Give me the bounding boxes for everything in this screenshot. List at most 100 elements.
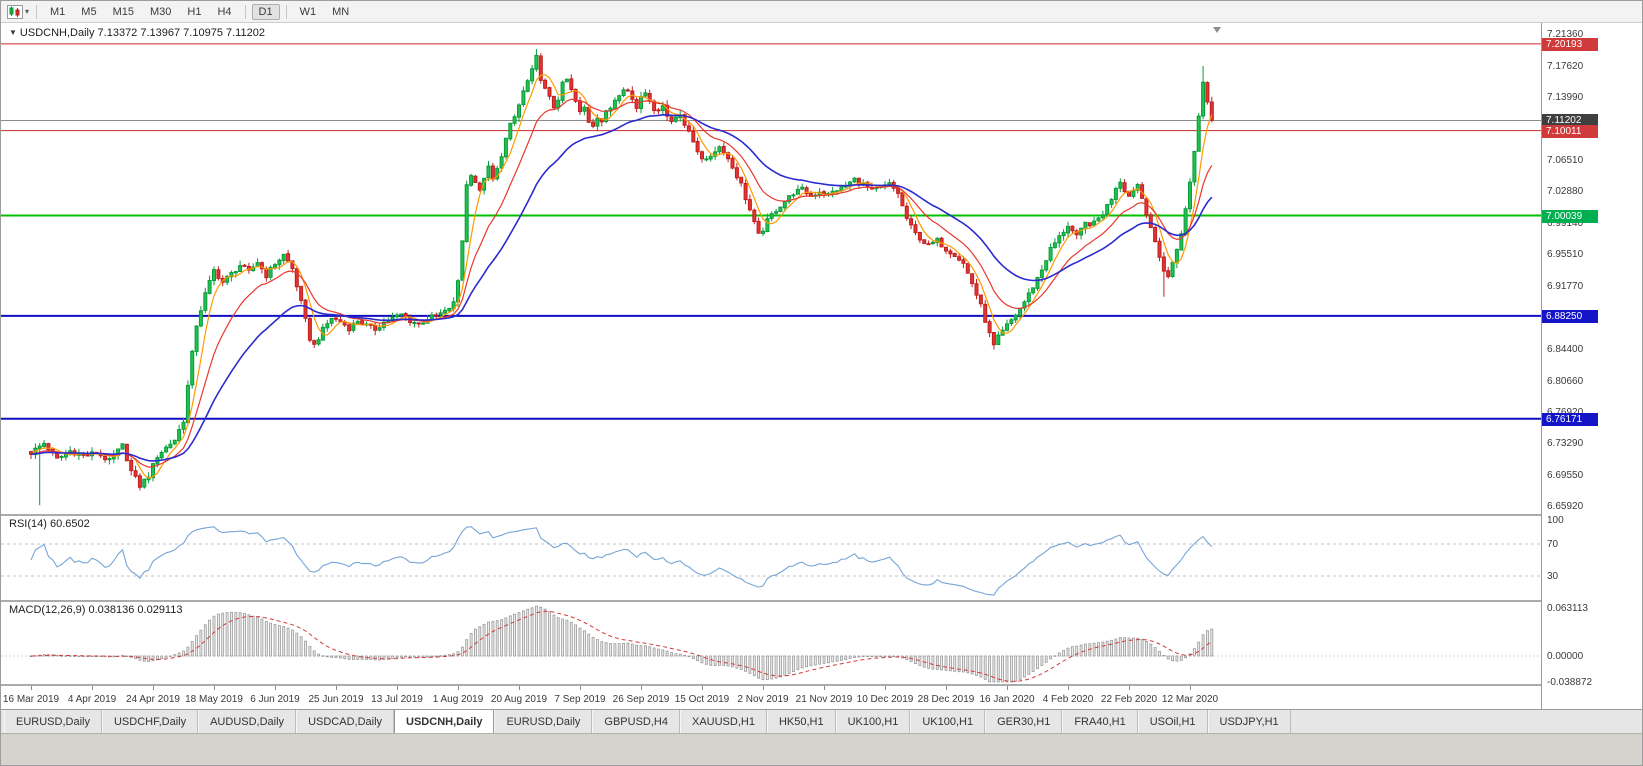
date-label: 16 Jan 2020 xyxy=(979,694,1035,705)
date-tick xyxy=(1007,686,1008,690)
chart-tab-hk50-h1[interactable]: HK50,H1 xyxy=(766,710,836,733)
chart-tab-eurusd-daily[interactable]: EURUSD,Daily xyxy=(4,710,102,733)
price-axis-label: 6.84400 xyxy=(1547,344,1584,355)
date-label: 2 Nov 2019 xyxy=(737,694,789,705)
chart-type-dropdown-caret-icon[interactable]: ▾ xyxy=(25,7,30,16)
toolbar-separator xyxy=(244,4,246,19)
timeframe-button-h1[interactable]: H1 xyxy=(187,5,202,18)
price-axis-label: 7.06510 xyxy=(1547,155,1584,166)
chart-tab-eurusd-daily[interactable]: EURUSD,Daily xyxy=(494,710,593,733)
date-tick xyxy=(946,686,947,690)
macd-axis-label: 0.00000 xyxy=(1547,651,1584,662)
macd-label: MACD(12,26,9) 0.038136 0.029113 xyxy=(9,604,183,616)
chart-tab-ger30-h1[interactable]: GER30,H1 xyxy=(985,710,1063,733)
date-tick xyxy=(336,686,337,690)
chart-tab-fra40-h1[interactable]: FRA40,H1 xyxy=(1062,710,1138,733)
price-axis-label: 6.80660 xyxy=(1547,376,1584,387)
chart-tab-audusd-daily[interactable]: AUDUSD,Daily xyxy=(198,710,297,733)
chart-tab-uk100-h1[interactable]: UK100,H1 xyxy=(835,710,911,733)
date-tick xyxy=(580,686,581,690)
pane-separator-macd[interactable] xyxy=(1,600,1642,602)
rsi-axis-label: 100 xyxy=(1547,515,1564,526)
chart-tab-uk100-h1[interactable]: UK100,H1 xyxy=(910,710,986,733)
time-axis[interactable]: 16 Mar 2019 4 Apr 2019 24 Apr 2019 18 May 2… xyxy=(1,686,1541,709)
date-tick xyxy=(214,686,215,690)
timeframe-button-m1[interactable]: M1 xyxy=(50,5,66,18)
rsi-indicator-canvas[interactable] xyxy=(1,516,1541,600)
date-label: 7 Sep 2019 xyxy=(554,694,606,705)
date-label: 10 Dec 2019 xyxy=(856,694,914,705)
price-axis[interactable]: 7.21360 7.17620 7.13990 7.06510 7.02880 6.991… xyxy=(1541,23,1642,709)
date-tick xyxy=(1129,686,1130,690)
timeframe-button-mn[interactable]: MN xyxy=(332,5,350,18)
main-price-chart-canvas[interactable] xyxy=(1,23,1541,514)
chart-title-ohlc: ▼ USDCNH,Daily 7.13372 7.13967 7.10975 7.… xyxy=(9,27,265,39)
timeframe-button-m30[interactable]: M30 xyxy=(149,5,172,18)
chart-tab-usdchf-daily[interactable]: USDCHF,Daily xyxy=(101,710,199,733)
macd-axis-label: -0.038872 xyxy=(1547,677,1593,688)
timeframe-button-m5[interactable]: M5 xyxy=(81,5,97,18)
rsi-axis-label: 70 xyxy=(1547,539,1559,550)
chart-tab-usdcnh-daily[interactable]: USDCNH,Daily xyxy=(394,710,495,733)
date-label: 4 Apr 2019 xyxy=(67,694,117,705)
price-badge: 7.20193 xyxy=(1542,38,1598,51)
pane-separator-time-axis xyxy=(1,684,1642,686)
price-badge: 7.11202 xyxy=(1542,114,1598,127)
date-tick xyxy=(153,686,154,690)
date-tick xyxy=(824,686,825,690)
date-tick xyxy=(519,686,520,690)
timeframe-button-h4[interactable]: H4 xyxy=(217,5,232,18)
toolbar-separator xyxy=(285,4,287,19)
pane-separator-rsi[interactable] xyxy=(1,514,1642,516)
price-badge: 6.88250 xyxy=(1542,310,1598,323)
date-tick xyxy=(763,686,764,690)
chart-tab-xauusd-h1[interactable]: XAUUSD,H1 xyxy=(679,710,767,733)
chart-shift-marker-icon xyxy=(1213,27,1221,33)
date-label: 22 Feb 2020 xyxy=(1100,694,1158,705)
date-tick xyxy=(397,686,398,690)
price-badge: 6.76171 xyxy=(1542,413,1598,426)
date-label: 4 Feb 2020 xyxy=(1042,694,1094,705)
date-tick xyxy=(885,686,886,690)
date-label: 24 Apr 2019 xyxy=(126,694,180,705)
date-tick xyxy=(458,686,459,690)
date-label: 15 Oct 2019 xyxy=(674,694,730,705)
price-axis-label: 7.17620 xyxy=(1547,61,1584,72)
date-label: 21 Nov 2019 xyxy=(795,694,853,705)
toolbar-separator xyxy=(36,4,38,19)
price-axis-label: 6.65920 xyxy=(1547,501,1584,512)
price-axis-label: 6.76920 xyxy=(1547,407,1583,418)
window-menu-triangle-icon[interactable]: ▼ xyxy=(9,28,17,37)
timeframe-button-m15[interactable]: M15 xyxy=(112,5,134,18)
chart-type-icon[interactable] xyxy=(7,4,23,19)
date-tick xyxy=(702,686,703,690)
date-label: 16 Mar 2019 xyxy=(2,694,60,705)
date-tick xyxy=(92,686,93,690)
price-axis-label: 6.99140 xyxy=(1547,218,1584,229)
date-tick xyxy=(275,686,276,690)
timeframe-button-w1[interactable]: W1 xyxy=(299,5,317,18)
date-tick xyxy=(1068,686,1069,690)
chart-tab-usdjpy-h1[interactable]: USDJPY,H1 xyxy=(1207,710,1291,733)
date-label: 6 Jun 2019 xyxy=(250,694,300,705)
price-axis-label: 7.13990 xyxy=(1547,92,1584,103)
date-label: 28 Dec 2019 xyxy=(917,694,975,705)
rsi-axis-label: 30 xyxy=(1547,571,1559,582)
timeframe-buttons-group: M1 M5 M15 M30 H1 H4 D1 W1 MN xyxy=(42,3,357,20)
chart-tab-gbpusd-h4[interactable]: GBPUSD,H4 xyxy=(592,710,680,733)
price-axis-label: 6.95510 xyxy=(1547,249,1584,260)
date-tick xyxy=(31,686,32,690)
timeframe-button-d1[interactable]: D1 xyxy=(251,3,280,20)
chart-tab-usdcad-daily[interactable]: USDCAD,Daily xyxy=(296,710,395,733)
date-label: 20 Aug 2019 xyxy=(490,694,548,705)
chart-window: ▼ USDCNH,Daily 7.13372 7.13967 7.10975 7.… xyxy=(1,23,1642,709)
timeframe-toolbar: ▾ M1 M5 M15 M30 H1 H4 D1 W1 MN xyxy=(1,1,1642,23)
macd-indicator-canvas[interactable] xyxy=(1,602,1541,684)
price-axis-label: 7.21360 xyxy=(1547,29,1584,40)
rsi-label: RSI(14) 60.6502 xyxy=(9,518,90,530)
date-label: 26 Sep 2019 xyxy=(612,694,670,705)
date-tick xyxy=(641,686,642,690)
chart-tab-usoil-h1[interactable]: USOil,H1 xyxy=(1137,710,1208,733)
date-label: 25 Jun 2019 xyxy=(308,694,364,705)
price-axis-label: 6.73290 xyxy=(1547,438,1584,449)
